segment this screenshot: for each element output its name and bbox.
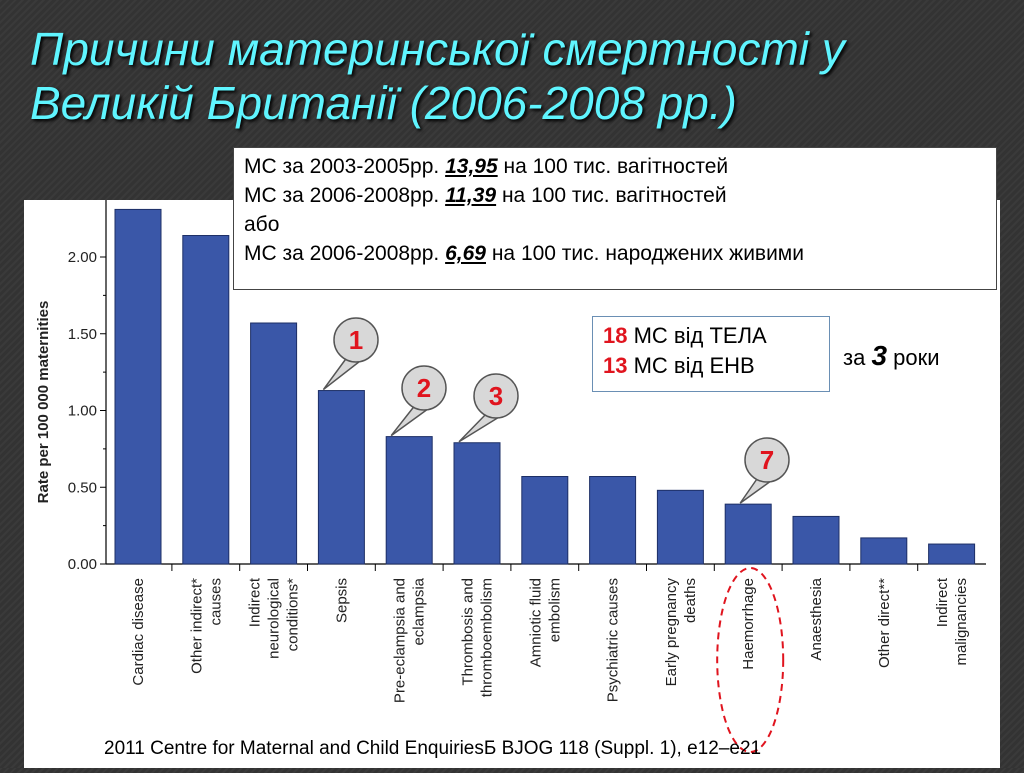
info-line-4: МС за 2006-2008рр. 6,69 на 100 тис. наро… bbox=[244, 239, 986, 268]
callout-label: 3 bbox=[489, 381, 503, 411]
x-tick-label: Cardiac disease bbox=[130, 578, 147, 686]
x-tick-label: Thrombosis and thromboembolism bbox=[460, 578, 496, 697]
bar-7 bbox=[589, 476, 637, 565]
y-axis-label: Rate per 100 000 maternities bbox=[35, 301, 52, 504]
bar-chart: 0.00 0.50 1.00 1.50 2.00 Rate per 100 000 mat… bbox=[35, 200, 986, 753]
period-prefix: за bbox=[843, 345, 866, 370]
info-line-2-suffix: на 100 тис. вагітностей bbox=[501, 184, 727, 207]
bar-10 bbox=[792, 515, 840, 565]
page-title: Причини материнської смертності у Великі… bbox=[30, 23, 845, 129]
callout-label: 2 bbox=[417, 373, 431, 403]
bar-8 bbox=[656, 489, 704, 565]
x-tick-label: Other indirect* causes bbox=[188, 578, 224, 674]
info-line-1: МС за 2003-2005рр. 13,95 на 100 тис. ваг… bbox=[244, 152, 986, 181]
y-tick-label: 1.50 bbox=[68, 326, 97, 343]
bar-0 bbox=[114, 208, 162, 565]
info-line-1-prefix: МС за 2003-2005рр. bbox=[244, 155, 440, 178]
enb-line: 13 МС від ЕНВ bbox=[603, 351, 819, 381]
mortality-info-box: МС за 2003-2005рр. 13,95 на 100 тис. ваг… bbox=[233, 147, 997, 290]
y-tick-label: 1.00 bbox=[68, 403, 97, 420]
x-tick-label: Anaesthesia bbox=[808, 577, 825, 660]
callout-label: 7 bbox=[760, 445, 774, 475]
info-line-1-value: 13,95 bbox=[445, 155, 498, 178]
info-line-2: МС за 2006-2008рр. 11,39 на 100 тис. ваг… bbox=[244, 181, 986, 210]
bar-9 bbox=[724, 503, 772, 565]
source-footer: 2011 Centre for Maternal and Child Enqui… bbox=[104, 738, 762, 759]
bar-3 bbox=[317, 390, 365, 565]
tela-line: 18 МС від ТЕЛА bbox=[603, 321, 819, 351]
callout-bubble bbox=[744, 437, 790, 483]
bar-12 bbox=[928, 543, 976, 565]
x-tick-label: Psychiatric causes bbox=[605, 578, 622, 702]
x-tick-label: Early pregnancy deaths bbox=[663, 578, 699, 687]
bar-1 bbox=[182, 235, 230, 565]
bar-11 bbox=[860, 537, 908, 565]
callout-bubble bbox=[333, 317, 379, 363]
x-tick-label: Pre-eclampsia and eclampsia bbox=[392, 577, 428, 703]
info-line-4-prefix: МС за 2006-2008рр. bbox=[244, 242, 440, 265]
y-tick-label: 0.50 bbox=[68, 479, 97, 496]
tela-text: МС від ТЕЛА bbox=[633, 323, 767, 348]
x-tick-label: Other direct** bbox=[876, 578, 893, 668]
enb-count: 13 bbox=[603, 353, 628, 378]
enb-text: МС від ЕНВ bbox=[633, 353, 755, 378]
x-tick-label: Indirect neurological conditions* bbox=[247, 577, 302, 659]
y-tick-label: 0.00 bbox=[68, 556, 97, 573]
x-tick-label: Haemorrhage bbox=[740, 578, 757, 670]
info-line-1-suffix: на 100 тис. вагітностей bbox=[503, 155, 729, 178]
info-line-2-value: 11,39 bbox=[445, 184, 497, 207]
chart-panel: 0.00 0.50 1.00 1.50 2.00 Rate per 100 000 mat… bbox=[24, 200, 1000, 768]
period-note: за 3 роки bbox=[843, 340, 940, 372]
highlight-ellipse bbox=[716, 567, 785, 753]
bar-2 bbox=[250, 322, 298, 565]
period-years: 3 bbox=[871, 340, 888, 371]
info-line-4-suffix: на 100 тис. народжених живими bbox=[491, 242, 804, 265]
x-tick-label: Amniotic fluid embolism bbox=[527, 578, 563, 667]
x-tick-label: Sepsis bbox=[333, 578, 350, 623]
info-line-3: або bbox=[244, 213, 280, 236]
period-suffix: роки bbox=[893, 345, 940, 370]
bar-4 bbox=[385, 436, 433, 565]
tela-count: 18 bbox=[603, 323, 628, 348]
info-line-4-value: 6,69 bbox=[445, 242, 486, 265]
callout-bubble bbox=[473, 373, 519, 419]
x-tick-label: Indirect malignancies bbox=[934, 577, 970, 665]
tela-enb-box: 18 МС від ТЕЛА 13 МС від ЕНВ bbox=[592, 316, 830, 392]
bar-5 bbox=[453, 442, 501, 565]
y-tick-label: 2.00 bbox=[68, 249, 97, 266]
bar-6 bbox=[521, 476, 569, 565]
info-line-2-prefix: МС за 2006-2008рр. bbox=[244, 184, 440, 207]
callout-bubble bbox=[401, 365, 447, 411]
callout-label: 1 bbox=[349, 325, 363, 355]
